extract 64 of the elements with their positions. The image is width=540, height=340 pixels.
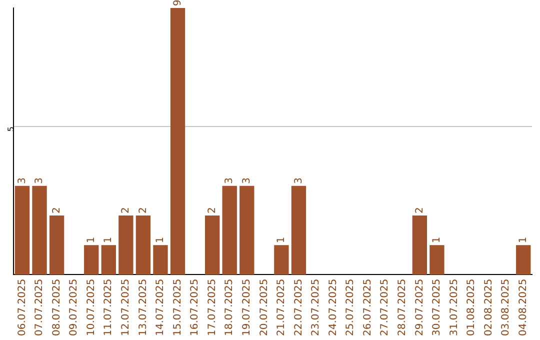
bar bbox=[84, 245, 99, 275]
x-tick-label: 26.07.2025 bbox=[362, 278, 374, 336]
x-tick-label: 08.07.2025 bbox=[51, 278, 62, 336]
bar bbox=[274, 245, 289, 275]
x-tick-label: 07.07.2025 bbox=[34, 278, 46, 336]
x-tick-label: 03.08.2025 bbox=[500, 278, 512, 336]
bar bbox=[430, 245, 444, 275]
data-label: 3 bbox=[16, 177, 28, 184]
bar bbox=[222, 186, 237, 275]
bar bbox=[14, 186, 30, 275]
x-tick-label: 28.07.2025 bbox=[396, 278, 408, 336]
x-tick-label: 19.07.2025 bbox=[241, 278, 252, 336]
x-tick-label: 14.07.2025 bbox=[155, 278, 166, 336]
x-tick-label: 31.07.2025 bbox=[448, 278, 460, 336]
x-tick-label: 25.07.2025 bbox=[345, 278, 356, 336]
data-label: 1 bbox=[518, 236, 529, 244]
data-label: 2 bbox=[51, 207, 62, 214]
x-tick-label: 17.07.2025 bbox=[206, 278, 218, 336]
x-tick-label: 22.07.2025 bbox=[293, 278, 304, 336]
data-label: 2 bbox=[120, 207, 132, 214]
bar bbox=[412, 215, 428, 275]
x-tick-label: 04.08.2025 bbox=[518, 278, 529, 336]
bar bbox=[240, 186, 254, 275]
bar bbox=[516, 245, 531, 275]
x-tick-label: 12.07.2025 bbox=[120, 278, 132, 336]
x-tick-label: 24.07.2025 bbox=[328, 278, 339, 336]
x-tick-label: 06.07.2025 bbox=[16, 278, 28, 336]
data-label: 1 bbox=[103, 236, 114, 244]
x-tick-label: 13.07.2025 bbox=[138, 278, 149, 336]
x-tick-label: 20.07.2025 bbox=[258, 278, 270, 336]
x-tick-label: 29.07.2025 bbox=[414, 278, 426, 336]
bar bbox=[153, 245, 168, 275]
x-tick-label: 01.08.2025 bbox=[466, 278, 478, 336]
x-tick-label: 27.07.2025 bbox=[380, 278, 391, 336]
data-label: 1 bbox=[276, 236, 288, 244]
x-tick-label: 18.07.2025 bbox=[224, 278, 236, 336]
data-label: 3 bbox=[34, 177, 46, 184]
bar bbox=[101, 245, 116, 275]
data-label: 3 bbox=[241, 177, 252, 184]
data-label: 1 bbox=[155, 236, 166, 244]
x-tick-label: 30.07.2025 bbox=[432, 278, 443, 336]
bar bbox=[32, 186, 47, 275]
data-label: 9 bbox=[172, 0, 184, 6]
data-label: 3 bbox=[224, 177, 236, 184]
data-label: 2 bbox=[206, 207, 218, 214]
bar bbox=[49, 215, 64, 275]
x-tick-label: 11.07.2025 bbox=[103, 278, 114, 336]
x-tick-label: 23.07.2025 bbox=[310, 278, 322, 336]
x-tick-label: 21.07.2025 bbox=[276, 278, 288, 336]
bar bbox=[291, 186, 306, 275]
data-label: 3 bbox=[293, 177, 304, 184]
data-label: 2 bbox=[138, 207, 149, 214]
bar bbox=[204, 215, 220, 275]
bar bbox=[136, 215, 151, 275]
data-label: 2 bbox=[414, 207, 426, 214]
x-tick-label: 09.07.2025 bbox=[68, 278, 80, 336]
x-tick-label: 16.07.2025 bbox=[190, 278, 201, 336]
bar bbox=[118, 215, 134, 275]
x-tick-label: 15.07.2025 bbox=[172, 278, 184, 336]
x-tick-label: 02.08.2025 bbox=[483, 278, 494, 336]
x-tick-label: 10.07.2025 bbox=[86, 278, 97, 336]
bar bbox=[170, 8, 186, 275]
data-label: 1 bbox=[432, 236, 443, 244]
data-label: 1 bbox=[86, 236, 97, 244]
